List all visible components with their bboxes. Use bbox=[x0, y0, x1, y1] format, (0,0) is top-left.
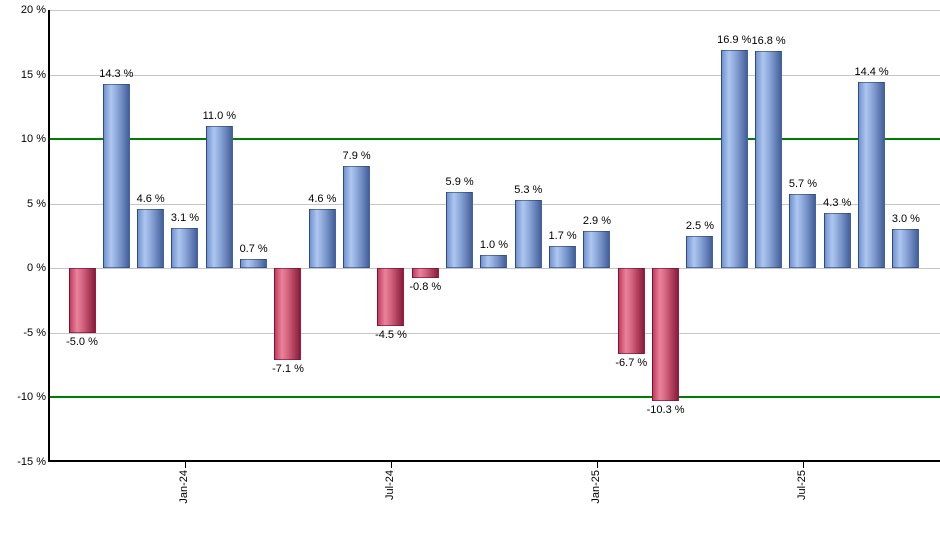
bar-value-label: 2.5 % bbox=[685, 219, 714, 232]
bar-negative bbox=[617, 268, 645, 355]
bar-value-label: -0.8 % bbox=[409, 281, 442, 294]
gridline bbox=[48, 332, 940, 334]
gridline-highlight bbox=[48, 138, 940, 140]
bar-positive bbox=[205, 126, 233, 268]
bar-value-label: 14.3 % bbox=[99, 67, 134, 80]
bar-positive bbox=[240, 258, 268, 268]
bar-value-label: 0.7 % bbox=[239, 242, 268, 255]
x-axis-tick bbox=[184, 462, 186, 468]
bar-positive bbox=[823, 212, 851, 268]
bar-positive bbox=[549, 246, 577, 268]
gridline bbox=[48, 268, 940, 269]
y-axis-tick-label: -10 % bbox=[17, 391, 46, 403]
bar-value-label: 16.8 % bbox=[751, 35, 786, 48]
bar-value-label: 1.7 % bbox=[548, 230, 577, 243]
bar-value-label: -4.5 % bbox=[375, 329, 407, 342]
bar-positive bbox=[446, 191, 474, 268]
gridline bbox=[48, 74, 940, 76]
bar-value-label: 2.9 % bbox=[582, 214, 611, 227]
bar-negative bbox=[377, 268, 405, 327]
bar-value-label: 3.0 % bbox=[891, 213, 920, 226]
bar-positive bbox=[858, 82, 886, 268]
y-axis-tick-label: 0 % bbox=[27, 262, 46, 274]
bar-positive bbox=[892, 229, 920, 268]
y-axis-tick-label: 20 % bbox=[20, 4, 46, 16]
bar-positive bbox=[755, 51, 783, 268]
bar-value-label: 3.1 % bbox=[170, 212, 200, 224]
x-axis-tick bbox=[390, 462, 392, 468]
y-axis-tick-label: 10 % bbox=[20, 133, 46, 145]
bar-value-label: 14.4 % bbox=[854, 66, 889, 79]
bar-positive bbox=[480, 255, 508, 268]
bar-positive bbox=[137, 208, 165, 268]
bar-value-label: -6.7 % bbox=[615, 357, 648, 370]
y-axis-tick-label: -5 % bbox=[23, 326, 46, 339]
bar-value-label: -7.1 % bbox=[272, 362, 304, 375]
x-axis-tick-label: Jan-25 bbox=[589, 470, 602, 504]
bar-value-label: 5.3 % bbox=[514, 183, 543, 196]
y-axis-tick-label: -15 % bbox=[17, 455, 46, 468]
bar-value-label: 5.9 % bbox=[445, 175, 474, 188]
bar-positive bbox=[720, 49, 748, 268]
bar-negative bbox=[68, 268, 96, 333]
bar-value-label: 4.6 % bbox=[136, 192, 165, 205]
x-axis-tick-label: Jan-24 bbox=[177, 470, 190, 504]
bar-negative bbox=[411, 268, 439, 279]
x-axis-line bbox=[48, 460, 940, 462]
bar-positive bbox=[583, 230, 611, 268]
x-axis-tick bbox=[596, 462, 598, 468]
y-axis-tick-label: 5 % bbox=[27, 197, 46, 210]
bar-value-label: 4.6 % bbox=[308, 192, 337, 205]
bar-positive bbox=[102, 83, 130, 268]
bar-negative bbox=[652, 268, 680, 401]
bar-positive bbox=[686, 235, 714, 268]
bar-value-label: 11.0 % bbox=[202, 110, 237, 123]
bar-value-label: 16.9 % bbox=[717, 33, 752, 46]
bar-value-label: 5.7 % bbox=[788, 178, 817, 191]
bar-value-label: -10.3 % bbox=[646, 403, 685, 416]
bar-value-label: 4.3 % bbox=[823, 196, 852, 209]
bar-positive bbox=[308, 208, 336, 268]
bar-value-label: 1.0 % bbox=[479, 239, 509, 252]
y-axis-line bbox=[48, 10, 50, 462]
x-axis-tick-label: Jul-25 bbox=[795, 470, 808, 500]
gridline bbox=[48, 203, 940, 205]
x-axis-tick-label: Jul-24 bbox=[383, 470, 396, 500]
gridline-highlight bbox=[48, 396, 940, 398]
bar-positive bbox=[171, 228, 199, 268]
bar-value-label: -5.0 % bbox=[66, 335, 98, 348]
bar-positive bbox=[514, 199, 542, 268]
bar-negative bbox=[274, 268, 302, 360]
gridline bbox=[48, 10, 940, 11]
bar-value-label: 7.9 % bbox=[342, 150, 371, 163]
bar-positive bbox=[343, 166, 371, 268]
x-axis-tick bbox=[802, 462, 804, 468]
y-axis-tick-label: 15 % bbox=[20, 68, 46, 81]
bar-positive bbox=[789, 194, 817, 268]
